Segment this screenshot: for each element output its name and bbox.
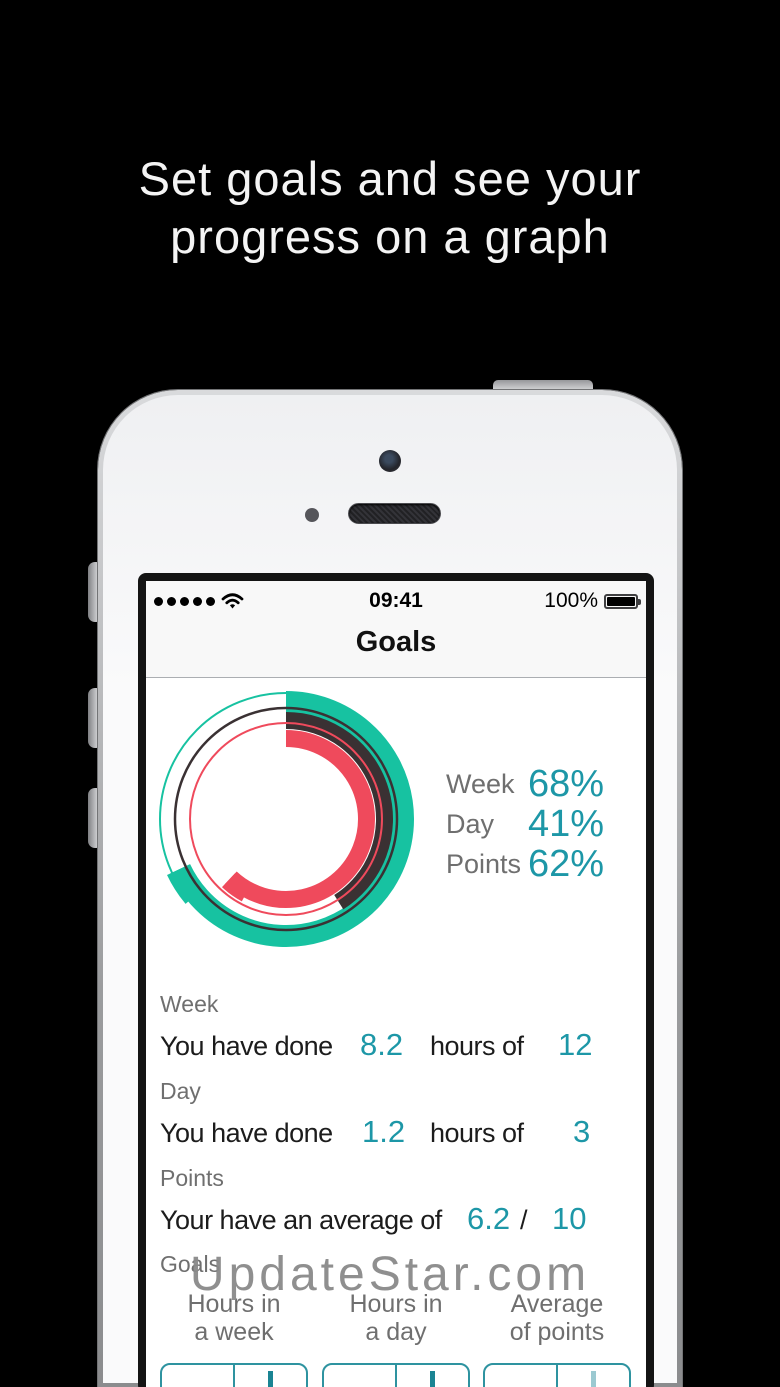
stepper-average-points (483, 1363, 631, 1387)
goal-label-line2: a day (365, 1318, 427, 1346)
plus-icon (575, 1371, 612, 1387)
signal-dot (193, 596, 202, 606)
goals-section-header: Goals (160, 1251, 221, 1277)
stepper-hours-week (160, 1363, 308, 1387)
chart-legend: Week 68% Day 41% Points 62% (446, 762, 605, 885)
decrement-button[interactable] (324, 1365, 395, 1387)
goal-label-line2: a week (194, 1318, 274, 1346)
app-content: Week 68% Day 41% Points 62% (146, 678, 646, 1387)
status-left (154, 592, 324, 610)
goal-label-line1: Average (510, 1290, 604, 1318)
signal-dot (154, 596, 163, 606)
app-header: 09:41 100% Goals (146, 581, 646, 678)
points-prefix: Your have an average of (160, 1205, 442, 1235)
points-stat-row: Your have an average of 6.2 / 10 (146, 1202, 646, 1240)
points-target: 10 (552, 1201, 587, 1236)
goal-label-line2: of points (509, 1318, 605, 1346)
week-infix: hours of (430, 1031, 524, 1061)
goals-app: 09:41 100% Goals (146, 581, 646, 1387)
nav-title: Goals (355, 625, 437, 658)
signal-dot (180, 596, 189, 606)
legend-label: Points (446, 848, 522, 879)
decrement-button[interactable] (162, 1365, 233, 1387)
phone-frame: 09:41 100% Goals (98, 390, 682, 1387)
earpiece-speaker (348, 503, 441, 524)
day-target: 3 (573, 1114, 591, 1149)
phone-face: 09:41 100% Goals (103, 395, 677, 1387)
hero-caption: Set goals and see your progress on a gra… (0, 150, 780, 266)
battery-percent: 100% (544, 589, 598, 612)
day-value: 1.2 (362, 1114, 406, 1149)
front-camera-icon (379, 450, 401, 472)
increment-button[interactable] (395, 1365, 468, 1387)
goal-label-line1: Hours in (349, 1290, 443, 1318)
status-bar: 09:41 100% (146, 581, 646, 613)
hero-title-line2: progress on a graph (170, 210, 610, 263)
goal-label-line1: Hours in (187, 1290, 281, 1318)
increment-button-disabled[interactable] (556, 1365, 629, 1387)
week-stat-row: You have done 8.2 hours of 12 (146, 1028, 646, 1066)
legend-row-day: Day 41% (446, 802, 605, 845)
week-section-header: Week (160, 991, 219, 1017)
day-infix: hours of (430, 1118, 524, 1148)
battery-fill (607, 596, 635, 606)
week-target: 12 (558, 1027, 593, 1062)
battery-tip (638, 598, 641, 605)
legend-row-week: Week 68% (446, 762, 605, 805)
goal-label-hours-week: Hours in a week (154, 1290, 314, 1346)
progress-rings-chart (159, 691, 414, 947)
legend-row-points: Points 62% (446, 842, 605, 885)
goal-label-average-points: Average of points (477, 1290, 637, 1346)
legend-label: Day (446, 808, 495, 839)
hero-title-line1: Set goals and see your (138, 152, 642, 205)
legend-value: 62% (528, 842, 605, 885)
day-section-header: Day (160, 1078, 201, 1104)
plus-icon (414, 1371, 451, 1387)
proximity-sensor-icon (305, 508, 319, 522)
day-prefix: You have done (160, 1118, 333, 1148)
battery-full-icon (604, 593, 641, 609)
week-prefix: You have done (160, 1031, 333, 1061)
signal-dot (167, 596, 176, 606)
week-value: 8.2 (360, 1027, 404, 1062)
signal-strength-icon (154, 596, 215, 606)
app-screen: 09:41 100% Goals (138, 573, 654, 1387)
status-time: 09:41 (369, 589, 423, 612)
legend-label: Week (446, 768, 515, 799)
plus-icon (252, 1371, 289, 1387)
day-stat-row: You have done 1.2 hours of 3 (146, 1115, 646, 1153)
points-value: 6.2 (467, 1201, 511, 1236)
increment-button[interactable] (233, 1365, 306, 1387)
stepper-hours-day (322, 1363, 470, 1387)
signal-dot (206, 596, 215, 606)
decrement-button[interactable] (485, 1365, 556, 1387)
status-right: 100% (468, 589, 641, 613)
legend-value: 68% (528, 762, 605, 805)
points-separator: / (520, 1205, 528, 1235)
wifi-icon (221, 592, 244, 608)
points-section-header: Points (160, 1165, 224, 1191)
goal-label-hours-day: Hours in a day (316, 1290, 476, 1346)
watermark: UpdateStar.com (189, 1248, 591, 1301)
legend-value: 41% (528, 802, 605, 845)
